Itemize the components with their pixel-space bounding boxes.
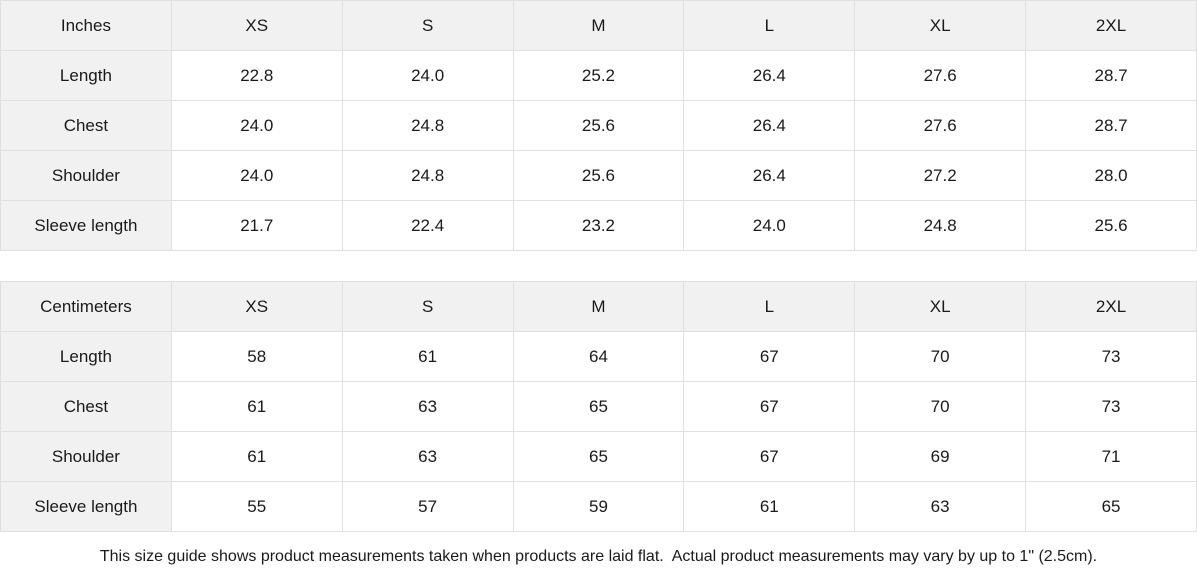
size-header-l: L: [683, 281, 856, 332]
size-header-s: S: [341, 0, 514, 51]
cell: 28.7: [1025, 50, 1197, 101]
cell: 28.0: [1025, 150, 1197, 201]
cell: 21.7: [170, 200, 343, 251]
cell: 58: [170, 331, 343, 382]
cell: 24.0: [170, 100, 343, 151]
cell: 67: [683, 431, 856, 482]
cell: 73: [1025, 331, 1197, 382]
size-header-xs: XS: [170, 281, 343, 332]
size-table-inches: Inches XS S M L XL 2XL Length 22.8 24.0 …: [0, 0, 1197, 251]
cell: 57: [341, 481, 514, 532]
cell: 65: [512, 431, 685, 482]
size-header-m: M: [512, 281, 685, 332]
cell: 61: [170, 381, 343, 432]
row-label: Length: [0, 50, 172, 101]
row-label: Chest: [0, 381, 172, 432]
size-header-l: L: [683, 0, 856, 51]
table-row: Length 58 61 64 67 70 73: [0, 331, 1197, 382]
cell: 26.4: [683, 100, 856, 151]
table-row: Sleeve length 55 57 59 61 63 65: [0, 481, 1197, 532]
unit-header: Centimeters: [0, 281, 172, 332]
cell: 59: [512, 481, 685, 532]
cell: 25.6: [512, 150, 685, 201]
table-row: Length 22.8 24.0 25.2 26.4 27.6 28.7: [0, 50, 1197, 101]
cell: 63: [341, 431, 514, 482]
cell: 25.6: [1025, 200, 1197, 251]
cell: 67: [683, 381, 856, 432]
size-header-2xl: 2XL: [1025, 281, 1197, 332]
cell: 25.2: [512, 50, 685, 101]
table-row: Shoulder 24.0 24.8 25.6 26.4 27.2 28.0: [0, 150, 1197, 201]
cell: 26.4: [683, 50, 856, 101]
cell: 63: [854, 481, 1027, 532]
cell: 24.0: [341, 50, 514, 101]
row-label: Sleeve length: [0, 481, 172, 532]
cell: 64: [512, 331, 685, 382]
size-header-m: M: [512, 0, 685, 51]
cell: 61: [170, 431, 343, 482]
table-row: Chest 61 63 65 67 70 73: [0, 381, 1197, 432]
cell: 27.6: [854, 50, 1027, 101]
size-table-centimeters: Centimeters XS S M L XL 2XL Length 58 61…: [0, 281, 1197, 532]
cell: 27.6: [854, 100, 1027, 151]
size-guide-disclaimer: This size guide shows product measuremen…: [0, 532, 1197, 580]
header-row: Centimeters XS S M L XL 2XL: [0, 281, 1197, 332]
cell: 69: [854, 431, 1027, 482]
cell: 24.8: [854, 200, 1027, 251]
row-label: Chest: [0, 100, 172, 151]
row-label: Shoulder: [0, 431, 172, 482]
size-header-xl: XL: [854, 0, 1027, 51]
cell: 26.4: [683, 150, 856, 201]
size-header-xl: XL: [854, 281, 1027, 332]
cell: 22.8: [170, 50, 343, 101]
table-row: Sleeve length 21.7 22.4 23.2 24.0 24.8 2…: [0, 200, 1197, 251]
cell: 22.4: [341, 200, 514, 251]
cell: 61: [683, 481, 856, 532]
cell: 24.0: [683, 200, 856, 251]
size-header-xs: XS: [170, 0, 343, 51]
cell: 71: [1025, 431, 1197, 482]
table-row: Chest 24.0 24.8 25.6 26.4 27.6 28.7: [0, 100, 1197, 151]
cell: 55: [170, 481, 343, 532]
cell: 73: [1025, 381, 1197, 432]
cell: 24.0: [170, 150, 343, 201]
cell: 65: [512, 381, 685, 432]
unit-header: Inches: [0, 0, 172, 51]
cell: 25.6: [512, 100, 685, 151]
cell: 27.2: [854, 150, 1027, 201]
row-label: Length: [0, 331, 172, 382]
cell: 67: [683, 331, 856, 382]
size-header-2xl: 2XL: [1025, 0, 1197, 51]
row-label: Shoulder: [0, 150, 172, 201]
cell: 65: [1025, 481, 1197, 532]
cell: 63: [341, 381, 514, 432]
cell: 24.8: [341, 150, 514, 201]
cell: 28.7: [1025, 100, 1197, 151]
cell: 61: [341, 331, 514, 382]
table-row: Shoulder 61 63 65 67 69 71: [0, 431, 1197, 482]
cell: 23.2: [512, 200, 685, 251]
table-spacer: [0, 251, 1197, 281]
cell: 70: [854, 381, 1027, 432]
row-label: Sleeve length: [0, 200, 172, 251]
header-row: Inches XS S M L XL 2XL: [0, 0, 1197, 51]
cell: 70: [854, 331, 1027, 382]
size-header-s: S: [341, 281, 514, 332]
cell: 24.8: [341, 100, 514, 151]
